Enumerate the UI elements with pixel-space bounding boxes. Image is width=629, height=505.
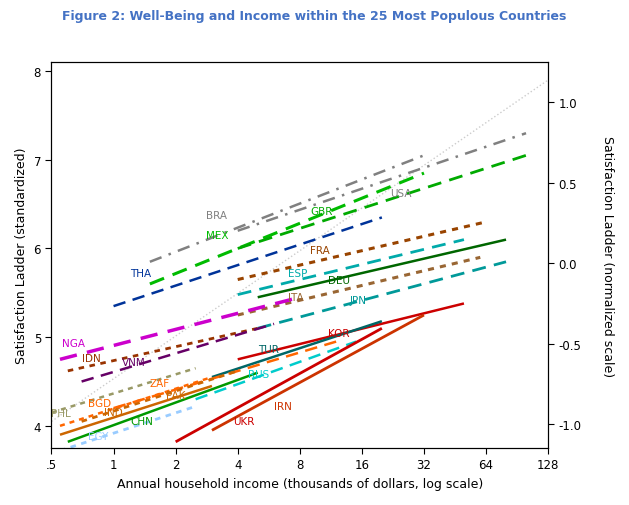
Y-axis label: Satisfaction Ladder (standardized): Satisfaction Ladder (standardized) bbox=[15, 147, 28, 364]
Text: GBR: GBR bbox=[310, 207, 333, 217]
Text: TUR: TUR bbox=[258, 344, 279, 354]
Text: KOR: KOR bbox=[328, 328, 350, 338]
Text: VNM: VNM bbox=[122, 358, 146, 367]
Text: NGA: NGA bbox=[62, 339, 85, 348]
Text: ZAF: ZAF bbox=[150, 379, 170, 388]
Text: ITA: ITA bbox=[288, 293, 303, 302]
Text: JPN: JPN bbox=[350, 295, 367, 306]
Text: IDN: IDN bbox=[82, 354, 101, 364]
Text: PAK: PAK bbox=[166, 390, 186, 400]
Text: MEX: MEX bbox=[206, 231, 228, 241]
Text: IRN: IRN bbox=[274, 401, 292, 412]
Text: USA: USA bbox=[391, 189, 412, 199]
Text: Figure 2: Well-Being and Income within the 25 Most Populous Countries: Figure 2: Well-Being and Income within t… bbox=[62, 10, 567, 23]
Text: BGD: BGD bbox=[88, 398, 111, 408]
Text: IND: IND bbox=[104, 407, 123, 417]
Text: BRA: BRA bbox=[206, 211, 227, 220]
Text: RUS: RUS bbox=[248, 370, 269, 380]
Text: ESP: ESP bbox=[288, 269, 307, 279]
Text: THA: THA bbox=[130, 269, 151, 279]
Text: EGY: EGY bbox=[88, 432, 108, 442]
Text: CHN: CHN bbox=[130, 417, 153, 427]
Text: UKR: UKR bbox=[233, 417, 255, 427]
Y-axis label: Satisfaction Ladder (normalized scale): Satisfaction Ladder (normalized scale) bbox=[601, 135, 614, 376]
Text: PHL: PHL bbox=[52, 408, 71, 418]
X-axis label: Annual household income (thousands of dollars, log scale): Annual household income (thousands of do… bbox=[117, 477, 483, 490]
Text: DEU: DEU bbox=[328, 275, 350, 285]
Text: FRA: FRA bbox=[310, 246, 330, 256]
